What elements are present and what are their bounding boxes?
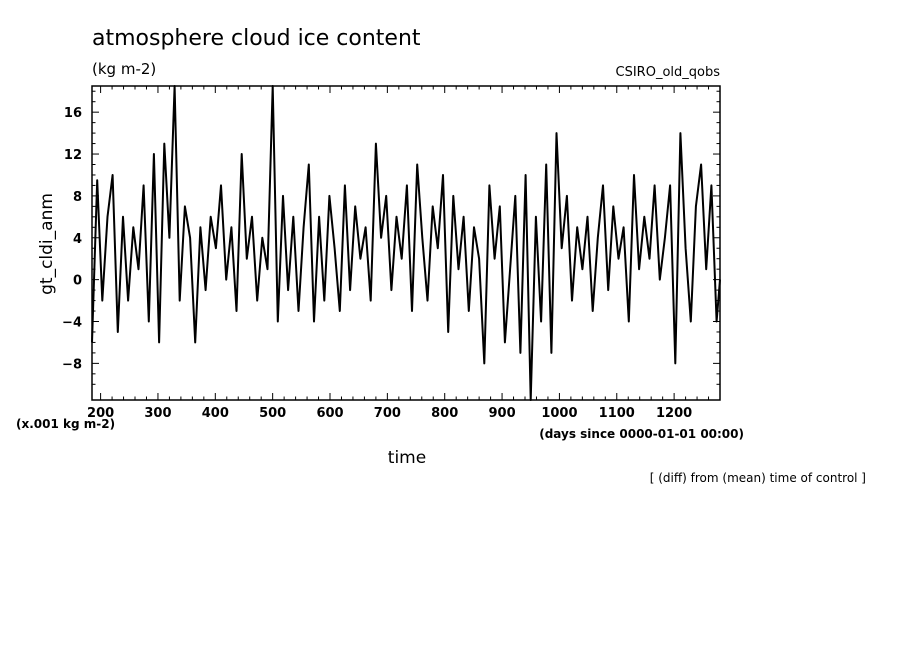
x-tick-label: 1200 [656,406,692,421]
x-tick-label: 1000 [541,406,577,421]
series-layer [91,85,721,401]
chart-title: atmosphere cloud ice content [92,26,421,51]
x-tick-label: 300 [144,406,171,421]
model-label: CSIRO_old_qobs [616,65,721,80]
y-scale-note: (x.001 kg m-2) [16,417,115,431]
y-tick-label: 16 [64,106,82,121]
footnote: [ (diff) from (mean) time of control ] [650,471,866,485]
x-tick-label: 800 [431,406,458,421]
y-axis-label: gt_cldi_anm [37,193,57,295]
series-line [91,85,721,401]
y-tick-label: 4 [73,232,82,247]
x-tick-label: 500 [259,406,286,421]
x-tick-label: 700 [374,406,401,421]
x-axis-ticks: 200 300 400 500 600 700 800 900 1000 1100 1200 [87,86,710,421]
x-units-note: (days since 0000-01-01 00:00) [539,427,744,441]
y-tick-label: 12 [64,148,82,163]
x-tick-label: 900 [488,406,515,421]
y-tick-label: 8 [73,190,82,205]
plot-frame [91,85,721,401]
y-axis-ticks: −8 −4 0 4 8 12 16 [62,90,720,385]
units-label: (kg m-2) [92,60,156,78]
x-tick-label: 400 [202,406,229,421]
y-tick-label: −4 [62,316,82,331]
x-tick-label: 1100 [599,406,635,421]
y-tick-label: −8 [62,357,82,372]
x-axis-label: time [388,448,426,468]
y-tick-label: 0 [73,274,82,289]
x-tick-label: 600 [316,406,343,421]
x-tick-label: 200 [87,406,114,421]
